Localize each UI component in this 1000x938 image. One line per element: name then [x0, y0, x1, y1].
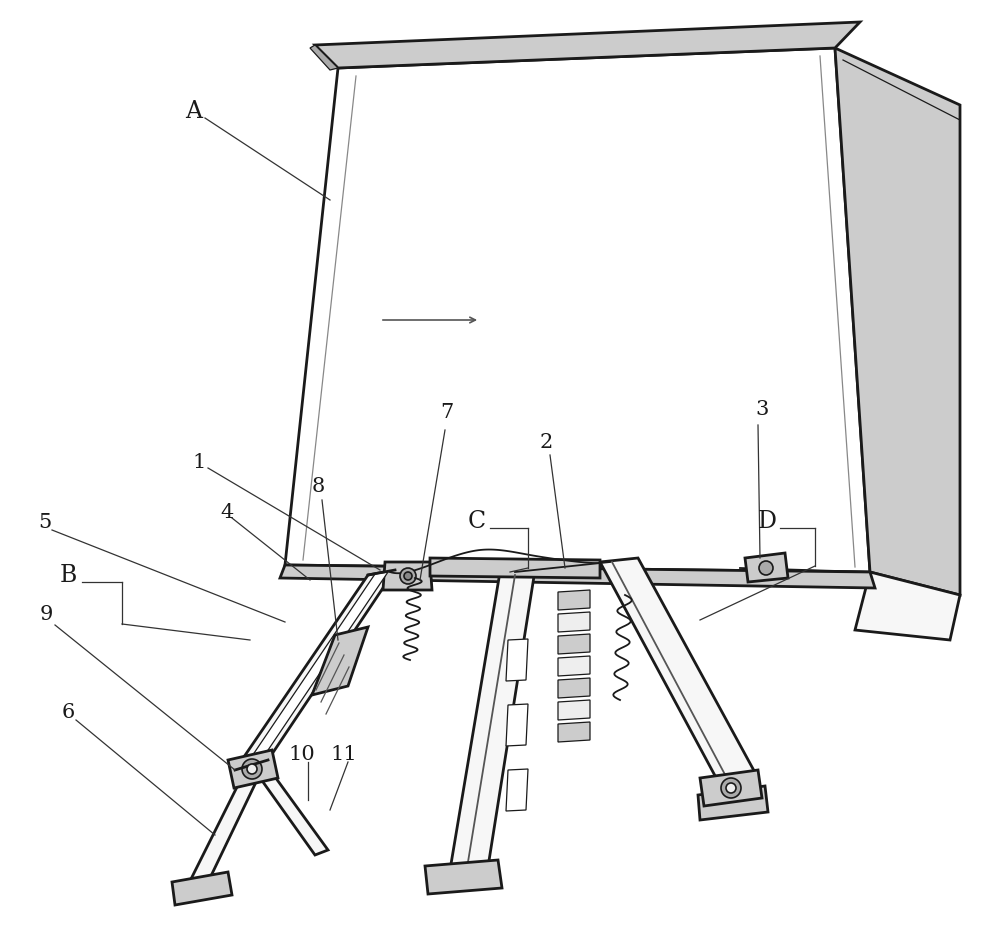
Polygon shape	[310, 45, 338, 70]
Text: B: B	[60, 564, 77, 587]
Text: 5: 5	[38, 513, 51, 532]
Circle shape	[726, 783, 736, 793]
Polygon shape	[506, 769, 528, 811]
Polygon shape	[450, 570, 535, 870]
Polygon shape	[228, 750, 278, 788]
Polygon shape	[700, 770, 762, 806]
Polygon shape	[430, 558, 600, 578]
Polygon shape	[745, 553, 788, 582]
Polygon shape	[698, 786, 768, 820]
Text: 1: 1	[192, 453, 205, 472]
Text: 4: 4	[220, 503, 233, 522]
Polygon shape	[558, 590, 590, 610]
Text: 2: 2	[540, 433, 553, 452]
Text: 7: 7	[440, 403, 453, 422]
Circle shape	[759, 561, 773, 575]
Polygon shape	[188, 778, 258, 885]
Text: D: D	[758, 510, 777, 533]
Polygon shape	[506, 704, 528, 746]
Polygon shape	[244, 572, 388, 768]
Text: 10: 10	[288, 745, 315, 764]
Polygon shape	[258, 770, 328, 855]
Polygon shape	[506, 639, 528, 681]
Text: 3: 3	[755, 400, 768, 419]
Polygon shape	[558, 678, 590, 698]
Polygon shape	[285, 48, 870, 572]
Polygon shape	[280, 565, 875, 588]
Polygon shape	[315, 22, 860, 68]
Polygon shape	[312, 627, 368, 695]
Polygon shape	[558, 700, 590, 720]
Circle shape	[404, 572, 412, 580]
Circle shape	[247, 764, 257, 774]
Text: C: C	[468, 510, 486, 533]
Polygon shape	[172, 872, 232, 905]
Text: 6: 6	[62, 703, 75, 722]
Polygon shape	[425, 860, 502, 894]
Text: 11: 11	[330, 745, 357, 764]
Polygon shape	[558, 722, 590, 742]
Polygon shape	[383, 562, 432, 590]
Polygon shape	[558, 634, 590, 654]
Text: 9: 9	[40, 605, 53, 624]
Circle shape	[721, 778, 741, 798]
Circle shape	[242, 759, 262, 779]
Polygon shape	[835, 48, 960, 595]
Circle shape	[400, 568, 416, 584]
Polygon shape	[855, 572, 960, 640]
Polygon shape	[235, 570, 395, 770]
Text: 8: 8	[312, 477, 325, 496]
Text: A: A	[185, 100, 202, 123]
Polygon shape	[558, 656, 590, 676]
Polygon shape	[558, 612, 590, 632]
Polygon shape	[600, 558, 758, 785]
